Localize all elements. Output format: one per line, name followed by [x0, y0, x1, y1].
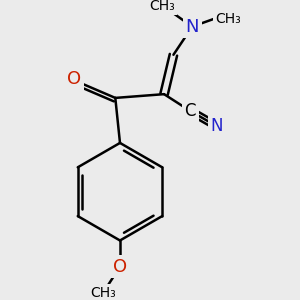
Text: CH₃: CH₃ [215, 12, 241, 26]
Text: C: C [184, 102, 196, 120]
Text: CH₃: CH₃ [149, 0, 175, 13]
Text: N: N [210, 117, 223, 135]
Text: O: O [113, 258, 127, 276]
Text: CH₃: CH₃ [90, 286, 116, 300]
Text: N: N [185, 18, 199, 36]
Text: O: O [67, 70, 81, 88]
